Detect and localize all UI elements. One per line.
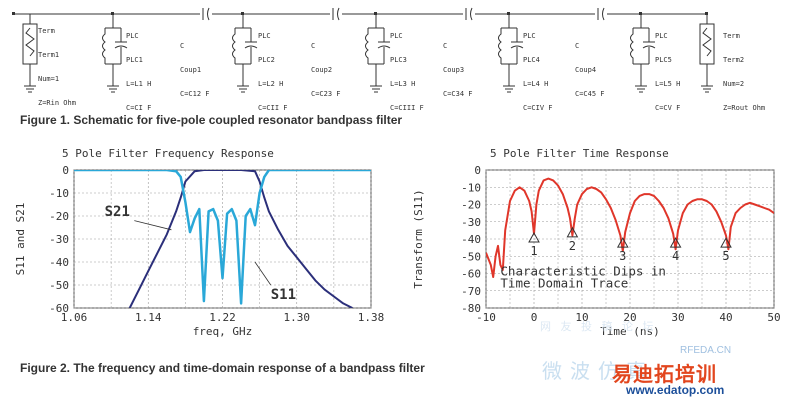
coup4-label: C Coup4 C=C45 F <box>575 26 605 106</box>
coup3-type: C <box>443 42 473 50</box>
x-tick-label: 1.38 <box>358 311 385 324</box>
x-tick-label: -10 <box>476 311 496 324</box>
s21-annotation: S21 <box>105 204 130 220</box>
term-left-z: Z=Rin Ohm <box>38 99 76 107</box>
plc1-name: PLC1 <box>126 56 151 64</box>
x-tick-label: 40 <box>719 311 732 324</box>
plc3-c: C=CIII F <box>390 104 424 112</box>
plc3-type: PLC <box>390 32 424 40</box>
x-tick-label: 0 <box>531 311 538 324</box>
x-tick-label: 1.14 <box>135 311 162 324</box>
coup4-name: Coup4 <box>575 66 605 74</box>
term-right-label: Term Term2 Num=2 Z=Rout Ohm <box>723 16 765 120</box>
term-left-num: Num=1 <box>38 75 76 83</box>
x-tick-label: 1.22 <box>209 311 236 324</box>
plc4-label: PLC PLC4 L=L4 H C=CIV F <box>523 16 553 120</box>
plc3-l: L=L3 H <box>390 80 424 88</box>
s21-leader-line <box>134 221 171 230</box>
freq-chart-title: 5 Pole Filter Frequency Response <box>62 147 274 160</box>
plc2-c: C=CII F <box>258 104 288 112</box>
plc5-label: PLC PLC5 L=L5 H C=CV F <box>655 16 680 120</box>
coup1-name: Coup1 <box>180 66 210 74</box>
plc5-type: PLC <box>655 32 680 40</box>
term-right-type: Term <box>723 32 765 40</box>
plc2-label: PLC PLC2 L=L2 H C=CII F <box>258 16 288 120</box>
coup2-name: Coup2 <box>311 66 341 74</box>
plc1-c: C=CI F <box>126 104 151 112</box>
y-tick-label: 0 <box>62 164 69 177</box>
x-tick-label: 1.06 <box>61 311 88 324</box>
coup2-c: C=C23 F <box>311 90 341 98</box>
x-axis-label: freq, GHz <box>193 325 253 338</box>
term-left-type: Term <box>38 27 76 35</box>
plc4-type: PLC <box>523 32 553 40</box>
y-tick-label: -60 <box>461 268 481 281</box>
coup3-name: Coup3 <box>443 66 473 74</box>
watermark-url: www.edatop.com <box>626 383 724 397</box>
plc3-label: PLC PLC3 L=L3 H C=CIII F <box>390 16 424 120</box>
y-tick-label: -30 <box>49 233 69 246</box>
frequency-response-chart: 0 -10 -20 -30 -40 -50 -601.06 1.14 1.22 1.30 1.38 f… <box>10 160 390 358</box>
coup1-label: C Coup1 C=C12 F <box>180 26 210 106</box>
coup2-type: C <box>311 42 341 50</box>
dip-marker-label: 3 <box>619 249 626 263</box>
plc2-l: L=L2 H <box>258 80 288 88</box>
y-tick-label: -10 <box>49 187 69 200</box>
coup1-c: C=C12 F <box>180 90 210 98</box>
coup4-c: C=C45 F <box>575 90 605 98</box>
y-tick-label: -70 <box>461 285 481 298</box>
term-left-name: Term1 <box>38 51 76 59</box>
plc1-label: PLC PLC1 L=L1 H C=CI F <box>126 16 151 120</box>
x-tick-label: 30 <box>671 311 684 324</box>
term-left-symbol <box>23 14 37 92</box>
dip-marker-label: 5 <box>722 249 729 263</box>
plc1-type: PLC <box>126 32 151 40</box>
figure1-caption: Figure 1. Schematic for five-pole couple… <box>20 113 402 127</box>
coup4-type: C <box>575 42 605 50</box>
s11-annotation: S11 <box>271 287 296 303</box>
y-axis-label: S11 and S21 <box>14 203 27 276</box>
dip-marker-label: 2 <box>569 239 576 253</box>
coup1-type: C <box>180 42 210 50</box>
plc3-name: PLC3 <box>390 56 424 64</box>
time-chart-title: 5 Pole Filter Time Response <box>490 147 669 160</box>
term-right-symbol <box>700 14 714 92</box>
coup2-label: C Coup2 C=C23 F <box>311 26 341 106</box>
dip-marker-label: 4 <box>672 249 679 263</box>
plc2-name: PLC2 <box>258 56 288 64</box>
plc2-type: PLC <box>258 32 288 40</box>
dips-annotation-text: Time Domain Trace <box>500 276 628 291</box>
plc5-c: C=CV F <box>655 104 680 112</box>
y-axis-label: Transform (S11) <box>412 189 425 288</box>
dip-marker-label: 1 <box>530 244 537 258</box>
term-right-num: Num=2 <box>723 80 765 88</box>
plc4-c: C=CIV F <box>523 104 553 112</box>
watermark-faint-text: 网 友 投 稿 论 坛 <box>540 318 656 334</box>
y-tick-label: -30 <box>461 216 481 229</box>
y-tick-label: -20 <box>461 199 481 212</box>
coup3-c: C=C34 F <box>443 90 473 98</box>
term-right-name: Term2 <box>723 56 765 64</box>
x-tick-label: 1.30 <box>284 311 311 324</box>
figure2-caption: Figure 2. The frequency and time-domain … <box>20 361 425 375</box>
watermark-rf-text: RFEDA.CN <box>680 345 731 356</box>
coup3-label: C Coup3 C=C34 F <box>443 26 473 106</box>
term-right-z: Z=Rout Ohm <box>723 104 765 112</box>
y-tick-label: -20 <box>49 210 69 223</box>
y-tick-label: -40 <box>49 256 69 269</box>
x-tick-label: 50 <box>767 311 780 324</box>
plc5-l: L=L5 H <box>655 80 680 88</box>
y-tick-label: -50 <box>49 279 69 292</box>
term-left-label: Term Term1 Num=1 Z=Rin Ohm <box>38 11 76 115</box>
y-tick-label: -40 <box>461 233 481 246</box>
y-tick-label: -50 <box>461 250 481 263</box>
y-tick-label: 0 <box>474 164 481 177</box>
plc4-name: PLC4 <box>523 56 553 64</box>
plc4-l: L=L4 H <box>523 80 553 88</box>
plc5-name: PLC5 <box>655 56 680 64</box>
s11-leader-line <box>255 262 271 285</box>
y-tick-label: -10 <box>461 181 481 194</box>
plc1-l: L=L1 H <box>126 80 151 88</box>
